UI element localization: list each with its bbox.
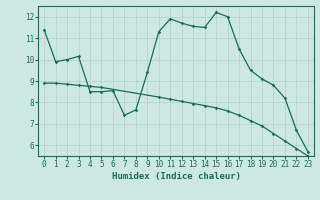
X-axis label: Humidex (Indice chaleur): Humidex (Indice chaleur) bbox=[111, 172, 241, 181]
